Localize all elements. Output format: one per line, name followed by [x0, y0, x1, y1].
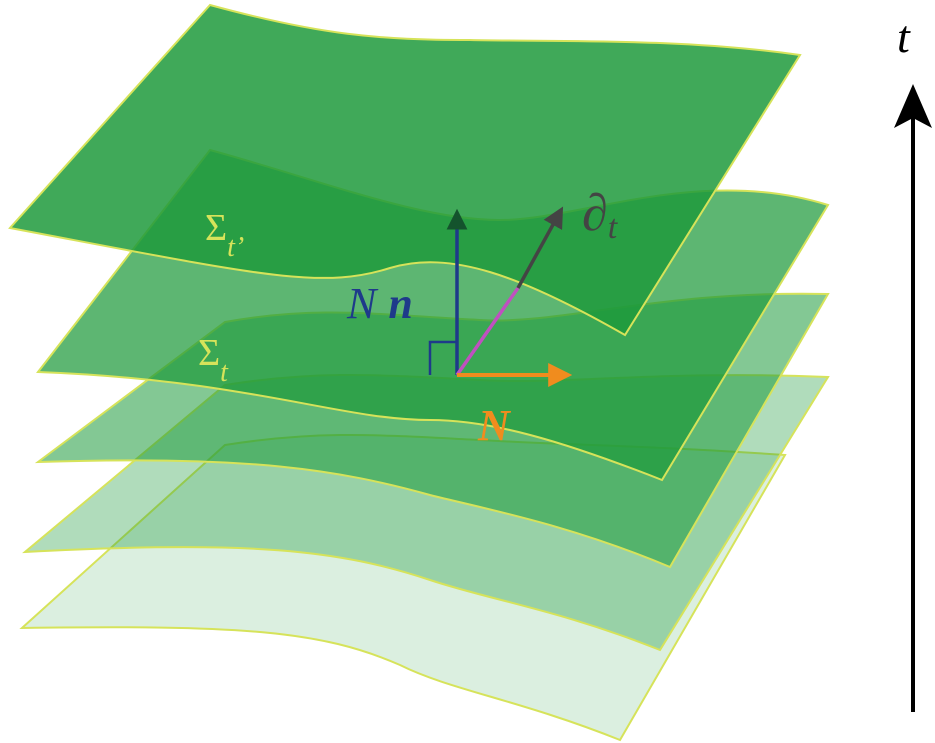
- time-axis: t: [894, 11, 932, 712]
- right-angle-marker: [428, 340, 457, 375]
- time-axis-arrowhead: [894, 84, 932, 128]
- time-vector-arrow: [516, 206, 564, 289]
- time-axis-label: t: [897, 11, 911, 62]
- hypersurface-sheet-1: [8, 3, 802, 337]
- time-vector-label: ∂t: [582, 185, 619, 246]
- vector-diagram: [428, 206, 573, 387]
- time-vector-lower-segment: [455, 286, 520, 377]
- sigma-t-label: Σt: [198, 332, 229, 388]
- hypersurface-stack: [8, 3, 830, 742]
- shift-vector-label: N: [477, 401, 512, 450]
- sigma-t-prime-label: Σt’: [205, 207, 244, 263]
